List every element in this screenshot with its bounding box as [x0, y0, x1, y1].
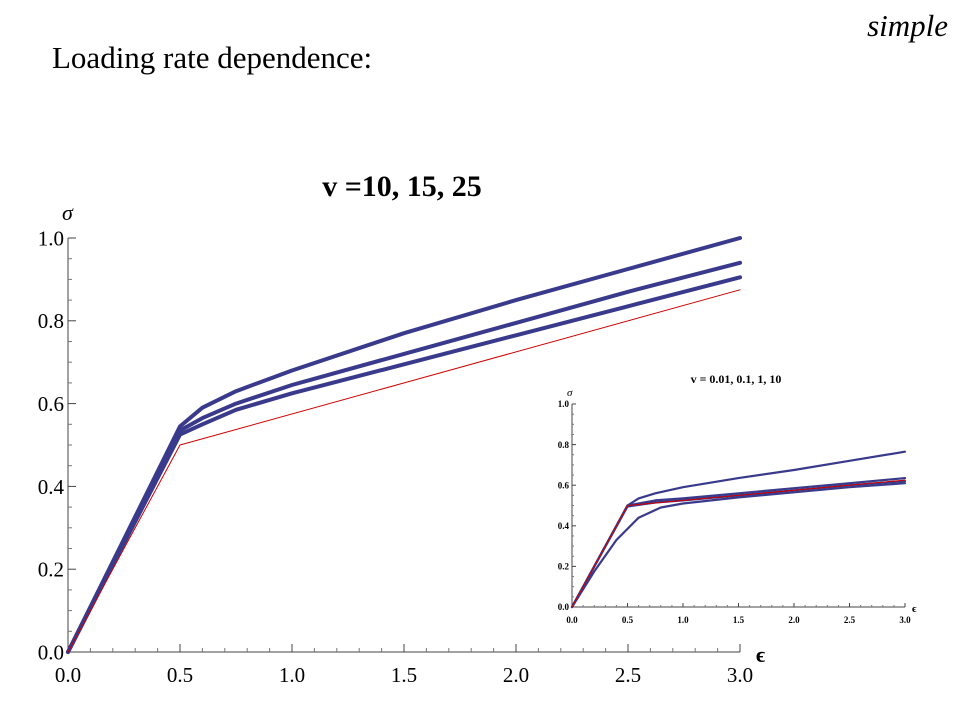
undefined-y-tick-label: 0.6: [38, 392, 64, 416]
undefined-x-tick-label: 3.0: [727, 663, 753, 687]
undefined-y-tick-label: 0.0: [38, 640, 64, 664]
undefined-y-tick-label: 1.0: [38, 226, 64, 250]
undefined-y-axis-label: σ: [62, 200, 74, 225]
undefined-x-tick-label: 3.0: [899, 615, 911, 625]
undefined-x-axis-label: ϵ: [912, 603, 917, 615]
undefined-x-tick-label: 2.0: [503, 663, 529, 687]
undefined-x-tick-label: 1.0: [677, 615, 689, 625]
undefined-series-line-1: [66, 236, 742, 654]
undefined-title: v = 0.01, 0.1, 1, 10: [691, 372, 782, 386]
undefined-x-tick-label: 0.0: [566, 615, 578, 625]
undefined-x-tick-label: 0.5: [167, 663, 193, 687]
undefined-y-tick-label: 0.2: [38, 558, 64, 582]
undefined-x-tick-label: 2.0: [788, 615, 800, 625]
undefined-y-axis-label: σ: [567, 387, 573, 399]
slide-title: Loading rate dependence:: [52, 40, 373, 75]
undefined-y-tick-label: 1.0: [558, 399, 570, 409]
undefined-x-tick-label: 1.5: [391, 663, 417, 687]
corner-label: simple: [867, 8, 948, 43]
undefined-series-line-5: [571, 479, 906, 608]
undefined-series-line-4: [67, 289, 741, 653]
undefined-series-line-3: [66, 275, 742, 654]
undefined-y-tick-label: 0.8: [558, 440, 570, 450]
undefined-x-axis-label: ϵ: [756, 642, 765, 667]
undefined-y-tick-label: 0.0: [558, 602, 570, 612]
undefined-series-line-4: [570, 482, 907, 609]
undefined-title: v =10, 15, 25: [322, 170, 482, 203]
undefined-x-tick-label: 0.0: [55, 663, 81, 687]
undefined-x-tick-label: 0.5: [622, 615, 634, 625]
undefined-x-tick-label: 2.5: [844, 615, 856, 625]
undefined-y-tick-label: 0.4: [38, 475, 65, 499]
undefined-y-tick-label: 0.2: [558, 562, 570, 572]
undefined-y-tick-label: 0.6: [558, 480, 570, 490]
undefined-series-line-2: [66, 260, 742, 654]
undefined-y-tick-label: 0.4: [558, 521, 570, 531]
undefined-x-tick-label: 1.0: [279, 663, 305, 687]
undefined-y-tick-label: 0.8: [38, 309, 64, 333]
undefined-x-tick-label: 1.5: [733, 615, 745, 625]
undefined-x-tick-label: 2.5: [615, 663, 641, 687]
